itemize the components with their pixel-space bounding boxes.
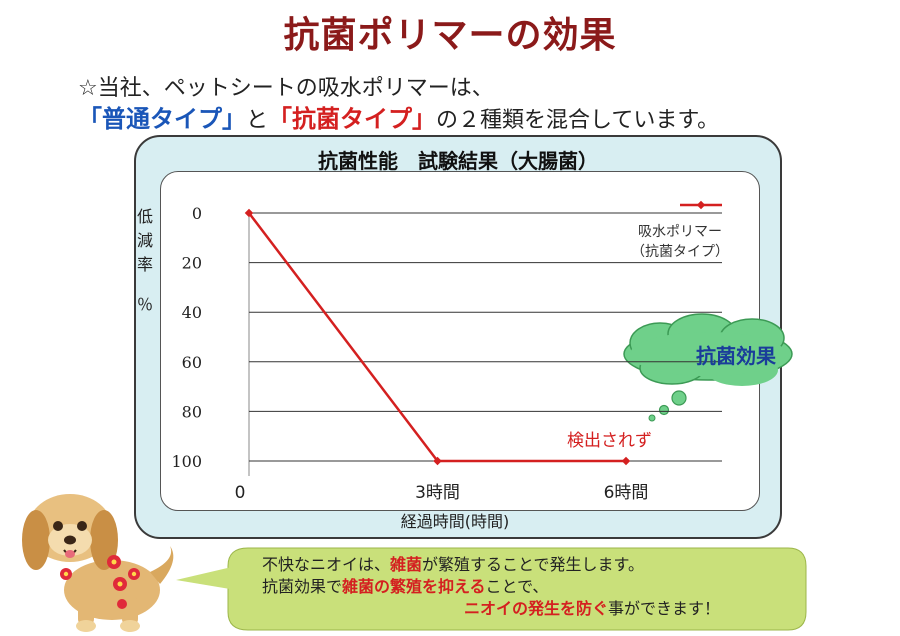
message-segment: 事ができます！	[608, 599, 721, 618]
y-tick-label: 20	[182, 254, 202, 273]
dog-icon	[22, 494, 174, 632]
normal-type-label: 「普通タイプ」	[78, 105, 246, 133]
message-highlight: 雑菌の繁殖を抑える	[342, 577, 486, 596]
data-point	[433, 456, 442, 466]
message-segment: ことで、	[485, 577, 549, 596]
y-label-unit: ％	[136, 295, 153, 314]
message-segment: が繁殖することで発生します。	[422, 555, 644, 574]
antibacterial-type-label: 「抗菌タイプ」	[268, 105, 437, 133]
legend-marker	[696, 200, 706, 210]
y-label-char: 低	[136, 207, 153, 226]
y-axis-label: 低 減 率 ％	[134, 205, 156, 317]
flower-icon	[60, 555, 140, 609]
legend-entry: 吸水ポリマー （抗菌タイプ）	[618, 222, 742, 262]
speech-bubble	[176, 547, 807, 631]
message-segment: 抗菌効果で	[262, 577, 343, 596]
y-label-char: 率	[136, 255, 153, 274]
cloud-icon	[623, 313, 793, 422]
intro-line-2: 「普通タイプ」と「抗菌タイプ」の２種類を混合しています。	[78, 99, 719, 134]
message-highlight: ニオイの発生を防ぐ	[464, 599, 609, 618]
message-segment: 不快なニオイは、	[262, 555, 391, 574]
message-highlight: 雑菌	[390, 555, 423, 574]
y-tick-label: 80	[182, 402, 202, 421]
message-text: 不快なニオイは、雑菌が繁殖することで発生します。 抗菌効果で雑菌の繁殖を抑えるこ…	[262, 554, 802, 620]
legend-label-line: 吸水ポリマー	[638, 224, 722, 240]
cloud-label: 抗菌効果	[696, 344, 776, 368]
legend-label-line: （抗菌タイプ）	[631, 244, 729, 260]
x-axis-label: 経過時間(時間)	[400, 512, 510, 531]
not-detected-annotation: 検出されず	[567, 431, 652, 451]
intro-line-1: ☆当社、ペットシートの吸水ポリマーは、	[78, 76, 494, 101]
intro-conjunction: と	[246, 108, 269, 133]
x-tick-label: 6時間	[604, 483, 649, 503]
message-line-3: ニオイの発生を防ぐ事ができます！	[262, 598, 802, 620]
page-title: 抗菌ポリマーの効果	[283, 15, 617, 56]
message-line-2: 抗菌効果で雑菌の繁殖を抑えることで、	[262, 576, 802, 598]
data-point	[244, 208, 254, 218]
y-tick-label: 40	[182, 303, 202, 322]
y-tick-label: 100	[171, 452, 202, 471]
x-tick-label: 0	[235, 483, 246, 503]
y-label-char: 減	[136, 231, 153, 250]
intro-tail: の２種類を混合しています。	[436, 108, 720, 133]
message-line-1: 不快なニオイは、雑菌が繁殖することで発生します。	[262, 554, 802, 576]
chart-title: 抗菌性能 試験結果（大腸菌）	[318, 149, 598, 173]
series-line	[248, 212, 626, 463]
data-point	[621, 456, 631, 466]
y-tick-label: 60	[182, 353, 202, 372]
x-tick-label: 3時間	[415, 483, 460, 503]
y-tick-label: 0	[192, 204, 202, 223]
